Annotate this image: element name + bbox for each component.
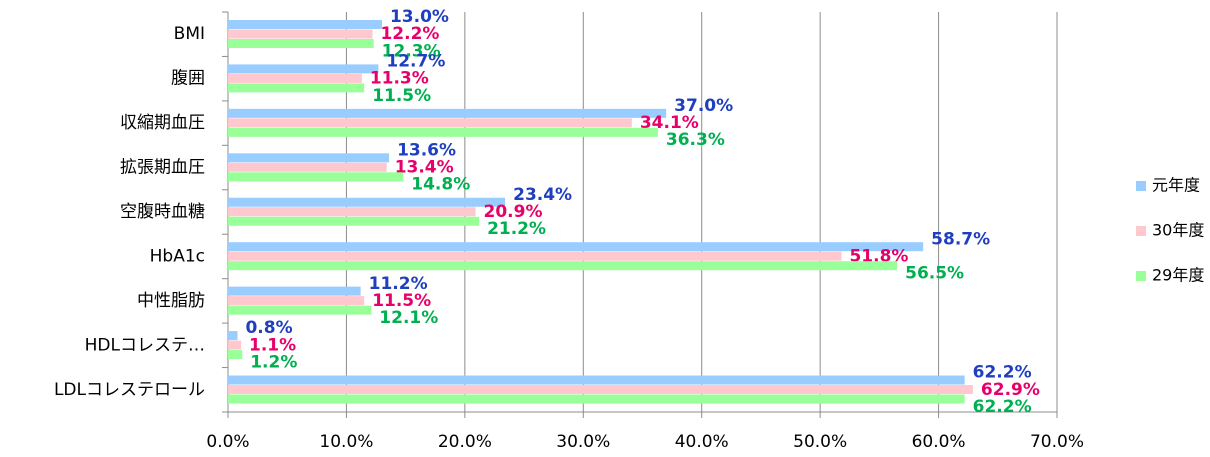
data-label: 37.0%: [674, 96, 733, 116]
legend-label: 元年度: [1152, 176, 1200, 195]
y-tick-label: HbA1c: [150, 246, 205, 266]
x-tick-label: 10.0%: [319, 432, 373, 452]
bar: [228, 340, 242, 350]
y-tick-label: 腹囲: [171, 69, 205, 89]
bar: [228, 261, 898, 271]
y-tick-label: LDLコレステロール: [54, 380, 205, 400]
data-label: 12.3%: [382, 41, 441, 61]
x-tick-label: 70.0%: [1030, 432, 1084, 452]
data-label: 14.8%: [411, 175, 470, 195]
data-label: 1.1%: [249, 335, 296, 355]
data-label: 36.3%: [666, 130, 725, 150]
y-tick-label: 中性脂肪: [137, 291, 205, 311]
data-label: 13.6%: [397, 140, 456, 160]
bar: [228, 375, 965, 385]
data-label: 23.4%: [513, 185, 572, 205]
bar: [228, 296, 365, 306]
x-tick-label: 50.0%: [793, 432, 847, 452]
data-label: 58.7%: [931, 229, 990, 249]
bar: [228, 305, 372, 315]
y-tick-label: BMI: [174, 24, 205, 44]
bar: [228, 172, 404, 182]
data-label: 0.8%: [245, 318, 292, 338]
y-tick-label: 空腹時血糖: [120, 202, 205, 222]
bar: [228, 216, 480, 226]
data-label: 62.9%: [981, 380, 1040, 400]
data-label: 21.2%: [487, 219, 546, 239]
bar: [228, 197, 506, 207]
bar: [228, 73, 362, 83]
data-label: 62.2%: [973, 363, 1032, 383]
y-tick-label: 収縮期血圧: [120, 113, 205, 133]
data-label: 12.2%: [380, 24, 439, 44]
legend-label: 30年度: [1152, 221, 1204, 240]
bar: [228, 251, 842, 261]
bar: [228, 19, 382, 29]
legend-label: 29年度: [1152, 266, 1204, 285]
data-label: 11.3%: [370, 69, 429, 89]
x-tick-label: 60.0%: [912, 432, 966, 452]
y-tick-label: 拡張期血圧: [120, 158, 205, 178]
bar: [228, 162, 387, 172]
data-label: 12.7%: [386, 52, 445, 72]
data-label: 13.4%: [395, 158, 454, 178]
bar: [228, 350, 243, 360]
bar: [228, 331, 238, 341]
x-tick-label: 0.0%: [206, 432, 249, 452]
x-tick-label: 40.0%: [675, 432, 729, 452]
y-tick-label: HDLコレステ…: [85, 335, 205, 355]
bar: [228, 207, 476, 217]
data-label: 56.5%: [905, 264, 964, 284]
bar: [228, 394, 965, 404]
data-label: 11.2%: [369, 274, 428, 294]
bar: [228, 385, 973, 395]
data-label: 11.5%: [372, 291, 431, 311]
legend-swatch: [1136, 181, 1146, 191]
data-label: 20.9%: [484, 202, 543, 222]
bar: [228, 118, 632, 128]
data-label: 13.0%: [390, 7, 449, 27]
bar: [228, 108, 667, 118]
bar: [228, 83, 365, 93]
data-label: 11.5%: [372, 86, 431, 106]
legend-swatch: [1136, 226, 1146, 236]
data-label: 12.1%: [379, 308, 438, 328]
x-tick-label: 20.0%: [438, 432, 492, 452]
x-tick-label: 30.0%: [556, 432, 610, 452]
bar: [228, 153, 390, 163]
data-label: 62.2%: [973, 397, 1032, 417]
bar: [228, 286, 361, 296]
bar: [228, 38, 374, 48]
bar: [228, 242, 924, 252]
bar: [228, 64, 379, 74]
data-label: 1.2%: [250, 352, 297, 372]
bar: [228, 29, 373, 39]
bar: [228, 127, 658, 137]
legend-swatch: [1136, 271, 1146, 281]
